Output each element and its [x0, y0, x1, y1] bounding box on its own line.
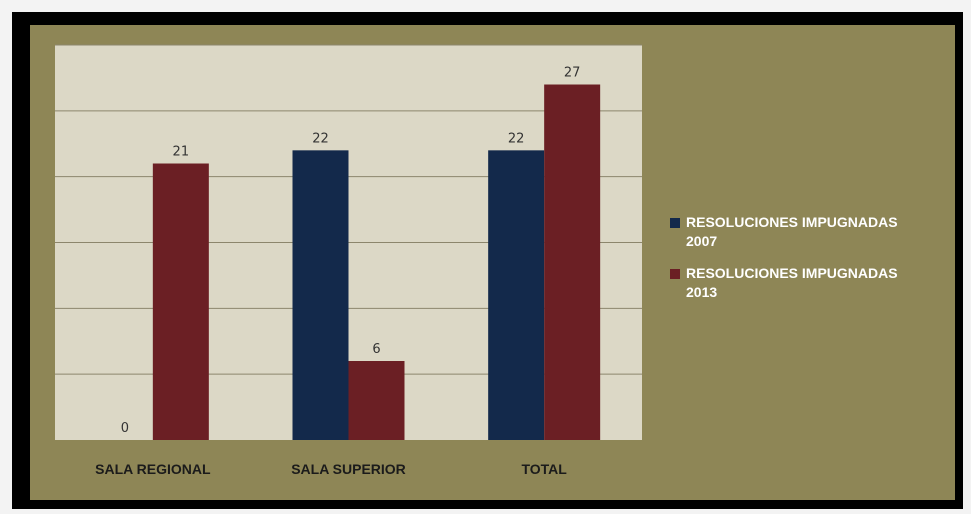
bar-2013-0 — [152, 163, 209, 440]
category-label: SALA REGIONAL — [95, 461, 211, 477]
legend-label-2007-line1: RESOLUCIONES IMPUGNADAS — [686, 214, 898, 230]
bars — [152, 84, 601, 441]
legend-swatch-2007 — [670, 218, 680, 228]
bar-2007-1 — [292, 150, 349, 441]
data-label: 6 — [372, 342, 380, 357]
data-label: 21 — [173, 145, 190, 160]
data-label: 22 — [508, 131, 525, 146]
legend-item-2013: RESOLUCIONES IMPUGNADAS 2013 — [670, 264, 960, 302]
legend-label-2007-line2: 2007 — [686, 233, 718, 249]
data-label: 27 — [564, 66, 581, 81]
legend-label-2013: RESOLUCIONES IMPUGNADAS 2013 — [686, 264, 898, 302]
data-label: 0 — [121, 421, 129, 436]
legend-label-2013-line1: RESOLUCIONES IMPUGNADAS — [686, 265, 898, 281]
legend-label-2013-line2: 2013 — [686, 284, 718, 300]
legend-swatch-2013 — [670, 269, 680, 279]
legend-label-2007: RESOLUCIONES IMPUGNADAS 2007 — [686, 213, 898, 251]
bar-2013-1 — [348, 361, 405, 440]
data-label: 22 — [312, 131, 329, 146]
category-label: SALA SUPERIOR — [291, 461, 406, 477]
category-labels: SALA REGIONAL SALA SUPERIOR TOTAL — [95, 461, 567, 477]
bar-2013-2 — [544, 84, 601, 440]
data-labels: 0 21 22 6 22 27 — [121, 66, 581, 437]
legend: RESOLUCIONES IMPUGNADAS 2007 RESOLUCIONES… — [670, 213, 960, 315]
legend-item-2007: RESOLUCIONES IMPUGNADAS 2007 — [670, 213, 960, 251]
category-label: TOTAL — [521, 461, 567, 477]
bar-2007-2 — [488, 150, 545, 441]
